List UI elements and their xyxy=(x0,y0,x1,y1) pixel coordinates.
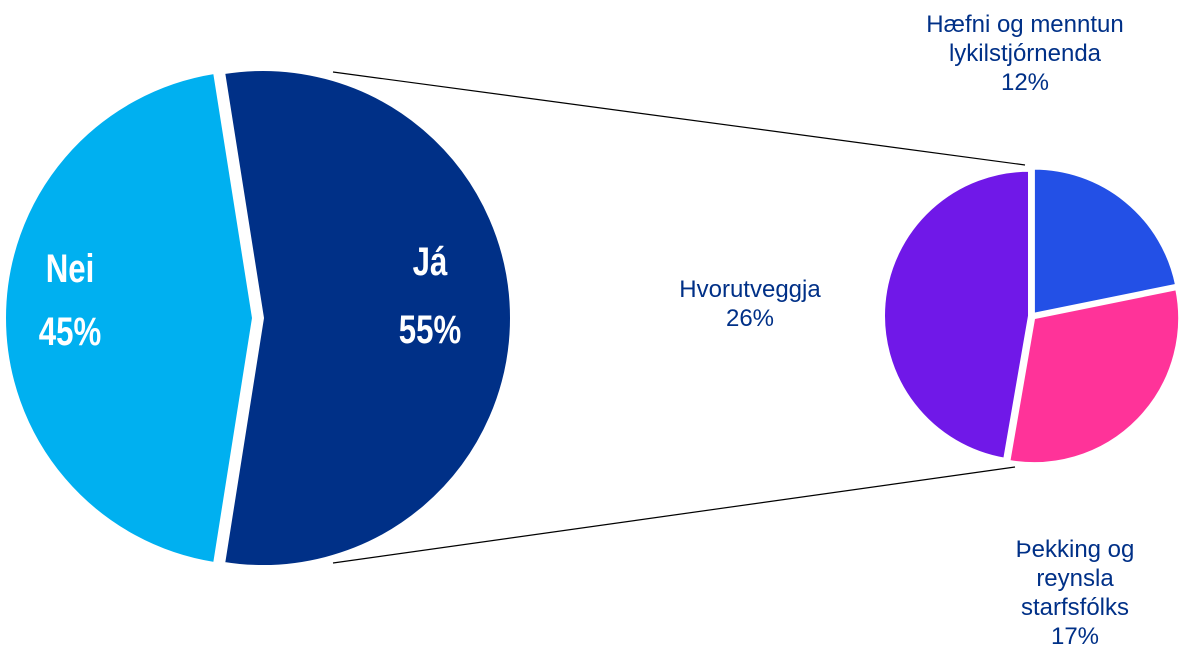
slice-value-label: 55% xyxy=(398,308,462,352)
slice-value-label: 45% xyxy=(38,310,102,354)
pie-slice xyxy=(1032,167,1178,315)
slice-value-label: 26% xyxy=(725,305,775,332)
slice-label: Nei xyxy=(45,247,95,291)
slice-label: Hæfni og menntun lykilstjórnenda xyxy=(926,11,1124,67)
slice-label: Hvorutveggja xyxy=(679,276,821,303)
pie-slice xyxy=(3,71,255,565)
pie-slice xyxy=(883,169,1031,460)
connector xyxy=(332,71,1026,166)
slice-value-label: 17% xyxy=(1050,623,1100,650)
slice-value-label: 12% xyxy=(1000,69,1050,96)
pie-slice xyxy=(223,69,512,567)
slice-label: Þekking og reynsla starfsfólks xyxy=(1015,536,1135,621)
slice-label: Já xyxy=(412,240,448,284)
pie-slice xyxy=(1008,288,1181,465)
connector xyxy=(332,466,1016,564)
